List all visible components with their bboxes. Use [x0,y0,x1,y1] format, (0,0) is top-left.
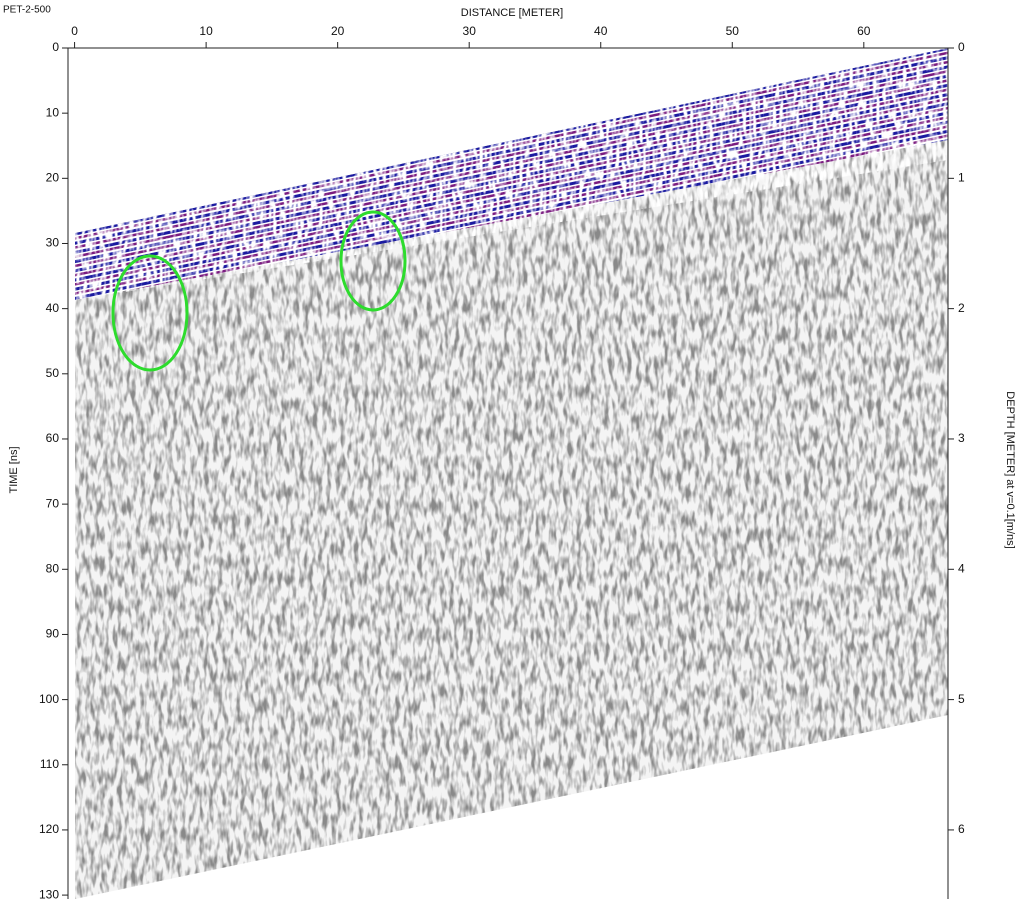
y-tick-label: 30 [46,236,60,250]
y-tick-label: 0 [52,40,59,54]
y-axis-label: TIME [ns] [8,446,20,493]
x-tick-label: 60 [857,24,871,38]
y-tick-label: 50 [46,366,60,380]
x-axis-label: DISTANCE [METER] [461,7,563,19]
y2-tick-label: 3 [958,431,965,445]
y2-tick-label: 4 [958,561,965,575]
y2-axis-label: DEPTH [METER] at v=0.1[m/ns] [1004,391,1016,548]
y2-tick-label: 6 [958,822,965,836]
chart-title: PET-2-500 [3,5,51,16]
y-tick-label: 110 [40,757,59,771]
annotation-ellipse [111,254,189,372]
x-tick-label: 20 [331,24,345,38]
y-tick-label: 90 [46,627,60,641]
y2-tick-label: 0 [958,40,965,54]
y-tick-label: 20 [46,170,60,184]
x-tick-label: 0 [71,24,78,38]
x-tick-label: 50 [726,24,740,38]
x-tick-label: 40 [594,24,608,38]
y2-tick-label: 5 [958,692,965,706]
y-tick-label: 60 [46,431,60,445]
y2-tick-label: 1 [958,170,965,184]
y-tick-label: 40 [46,301,60,315]
y-tick-label: 10 [46,105,60,119]
annotation-ellipse [339,210,407,312]
y-tick-label: 70 [46,496,60,510]
y-tick-label: 80 [46,561,60,575]
y-tick-label: 130 [39,887,59,899]
y-tick-label: 120 [39,822,59,836]
y2-tick-label: 2 [958,301,965,315]
x-tick-label: 30 [463,24,477,38]
y-tick-label: 100 [39,692,59,706]
x-tick-label: 10 [199,24,213,38]
